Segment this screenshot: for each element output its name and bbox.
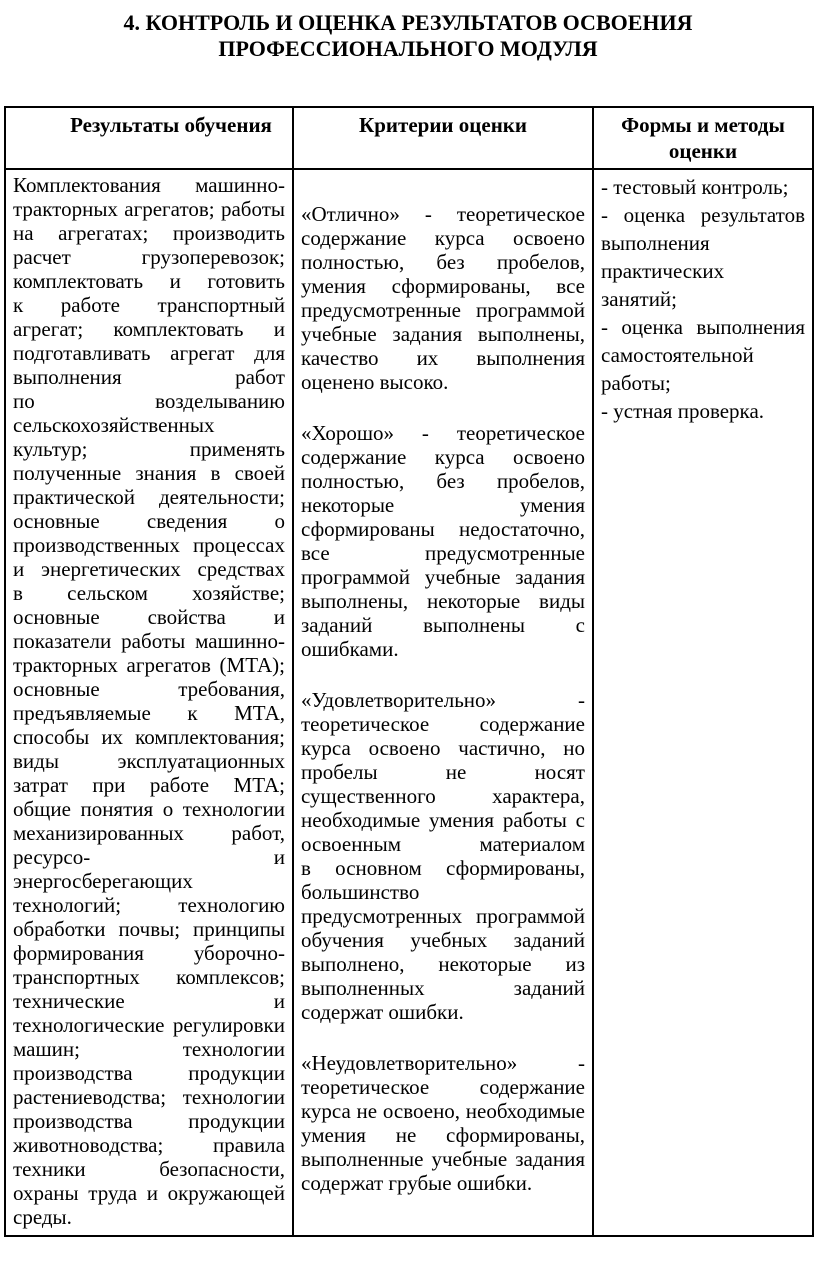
cell-learning-results: Комплектования машинно-тракторных агрега… — [4, 168, 294, 1237]
cell-criteria: «Отлично» - теоретическое содержание кур… — [292, 168, 594, 1237]
column-header-forms-methods: Формы и методы оценки — [592, 106, 814, 170]
cell-forms-methods: - тестовый контроль; - оценка результато… — [592, 168, 814, 1237]
learning-results-text: Комплектования машинно-тракторных агрега… — [13, 173, 285, 1229]
forms-item-test-control: - тестовый контроль; — [601, 175, 789, 199]
table-body-row: Комплектования машинно-тракторных агрега… — [4, 168, 814, 1237]
forms-item-independent-work: - оценка выполнения самостоятельной рабо… — [601, 315, 805, 395]
assessment-table: Результаты обучения Критерии оценки Форм… — [4, 106, 814, 1237]
criteria-paragraph-unsatisfactory: «Неудовлетворительно» - теоретическое со… — [301, 1051, 585, 1195]
table-header-row: Результаты обучения Критерии оценки Форм… — [4, 106, 814, 170]
column-header-learning-results: Результаты обучения — [4, 106, 294, 170]
criteria-paragraph-satisfactory: «Удовлетворительно» - теоретическое соде… — [301, 688, 585, 1024]
criteria-paragraph-excellent: «Отлично» - теоретическое содержание кур… — [301, 202, 585, 394]
criteria-paragraph-good: «Хорошо» - теоретическое содержание курс… — [301, 421, 585, 661]
forms-item-practical-results: - оценка результатов выполнения практиче… — [601, 203, 805, 311]
page-title: 4. КОНТРОЛЬ И ОЦЕНКА РЕЗУЛЬТАТОВ ОСВОЕНИ… — [123, 10, 693, 61]
forms-item-oral-check: - устная проверка. — [601, 399, 765, 423]
column-header-criteria: Критерии оценки — [292, 106, 594, 170]
